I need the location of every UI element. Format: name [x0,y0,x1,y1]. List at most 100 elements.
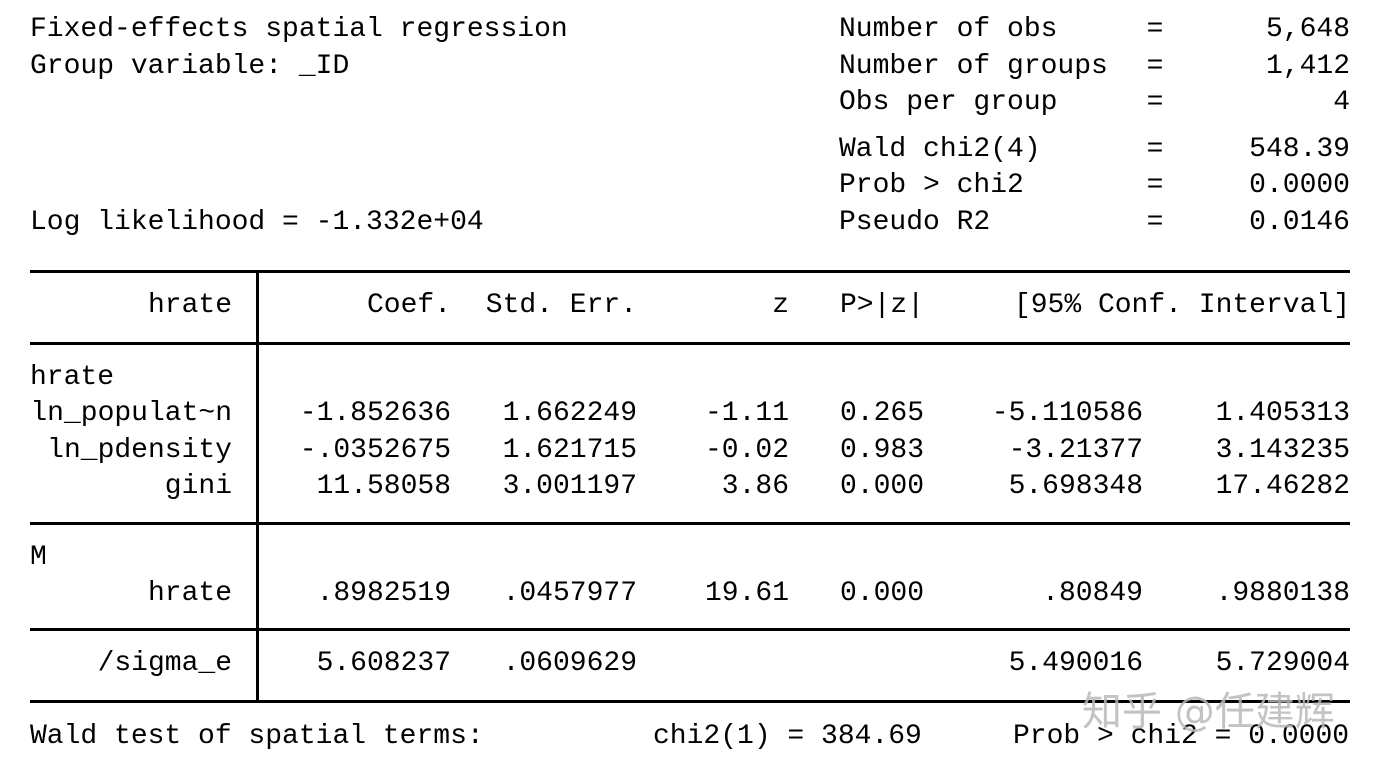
cell-ci-low [924,360,1143,397]
stat-value: 4 [1333,87,1350,118]
cell-stderr [451,540,637,577]
stat-label: Obs per group [839,87,1058,118]
stat-label: Prob > chi2 [839,170,1024,201]
stat-wald-chi2: Wald chi2(4) = 548.39 [839,132,1350,169]
cell-ci-high: 5.729004 [1215,647,1350,679]
stat-value: 0.0000 [1249,170,1350,201]
table-section-hrate: hrate ln_populat~n -1.852636 1.662249 -1… [30,345,1350,525]
row-variable: ln_populat~n [30,398,232,429]
cell-z: 19.61 [704,578,789,609]
cell-stderr: .0457977 [502,578,637,609]
cell-z [637,646,789,683]
cell-p [789,646,924,683]
column-header-z: z [772,290,789,321]
cell-ci-low: 5.698348 [1008,471,1143,502]
equals-sign: = [1146,50,1164,82]
table-section-sigma: /sigma_e 5.608237 .0609629 5.490016 5.72… [30,631,1350,703]
equals-sign: = [1146,14,1164,45]
table-row: hrate .8982519 .0457977 19.61 0.000 .808… [30,576,1350,613]
cell-ci-low: -5.110586 [991,398,1143,429]
table-section-m: M hrate .8982519 .0457977 19.61 0.000 .8… [30,525,1350,631]
column-header-p: P>|z| [839,290,924,321]
model-title: Fixed-effects spatial regression [30,14,568,45]
cell-ci-low: -3.21377 [1008,434,1143,466]
table-row: gini 11.58058 3.001197 3.86 0.000 5.6983… [30,469,1350,506]
header-row-6: Log likelihood = -1.332e+04 Pseudo R2 = … [30,205,1352,242]
equals-sign: = [1146,87,1164,118]
equals-sign: = [1146,133,1164,165]
row-variable: gini [164,471,232,502]
cell-p [789,540,924,577]
stat-obs-per-group: Obs per group = 4 [839,85,1350,122]
cell-stderr [451,360,637,397]
cell-z [637,540,789,577]
stat-label: Wald chi2(4) [839,133,1041,165]
cell-coef: 11.58058 [316,471,451,502]
table-header-section: hrate Coef. Std. Err. z P>|z| [95% Conf.… [30,273,1350,345]
row-variable: hrate [147,578,232,609]
header-row-1: Fixed-effects spatial regression Number … [30,12,1352,49]
column-header-ci: [95% Conf. Interval] [1013,290,1350,321]
equals-sign: = [1146,206,1164,238]
column-header-depvar: hrate [147,290,232,321]
coefficient-table: hrate Coef. Std. Err. z P>|z| [95% Conf.… [30,270,1350,703]
results-header: Fixed-effects spatial regression Number … [30,12,1352,241]
stat-label: Pseudo R2 [839,206,991,238]
cell-stderr: 3.001197 [502,471,637,502]
cell-ci-high [1143,360,1350,397]
table-header-row: hrate Coef. Std. Err. z P>|z| [95% Conf.… [30,288,1350,325]
row-variable: M [30,541,47,573]
stat-label: Number of groups [839,50,1108,82]
row-variable: hrate [30,361,115,393]
stat-value: 1,412 [1265,50,1350,82]
cell-ci-high: 1.405313 [1215,398,1350,429]
stat-value: 548.39 [1249,133,1350,165]
stat-number-of-obs: Number of obs = 5,648 [839,12,1350,49]
cell-z: -1.11 [704,398,789,429]
table-column-divider [256,270,259,703]
cell-coef: -.0352675 [299,434,451,466]
stat-number-of-groups: Number of groups = 1,412 [839,49,1350,86]
log-likelihood-label: Log likelihood = -1.332e+04 [30,206,484,238]
cell-z: 3.86 [721,471,789,502]
stat-value: 5,648 [1265,14,1350,45]
table-row: ln_populat~n -1.852636 1.662249 -1.11 0.… [30,396,1350,433]
cell-coef: .8982519 [316,578,451,609]
header-row-2: Group variable: _ID Number of groups = 1… [30,49,1352,86]
table-row: ln_pdensity -.0352675 1.621715 -0.02 0.9… [30,433,1350,470]
stat-pseudo-r2: Pseudo R2 = 0.0146 [839,205,1350,242]
cell-p [789,360,924,397]
cell-ci-low [924,540,1143,577]
header-row-4: Wald chi2(4) = 548.39 [30,132,1352,169]
table-row-section-label: M [30,540,1350,577]
column-header-stderr: Std. Err. [485,290,637,321]
cell-stderr: 1.621715 [502,434,637,466]
cell-p: 0.983 [839,434,924,466]
cell-coef: 5.608237 [316,647,451,679]
header-row-3: Obs per group = 4 [30,85,1352,122]
wald-test-label: Wald test of spatial terms: [30,721,484,752]
wald-test-prob: Prob > chi2 = 0.0000 [1013,721,1350,752]
row-variable: /sigma_e [97,647,232,679]
header-row-5: Prob > chi2 = 0.0000 [30,168,1352,205]
cell-p: 0.000 [839,471,924,502]
cell-z [637,360,789,397]
cell-stderr: 1.662249 [502,398,637,429]
cell-ci-high: 17.46282 [1215,471,1350,502]
row-variable: ln_pdensity [47,434,232,466]
column-header-coef: Coef. [366,290,451,321]
cell-ci-high: 3.143235 [1215,434,1350,466]
cell-p: 0.000 [839,578,924,609]
equals-sign: = [1146,170,1164,201]
table-row: /sigma_e 5.608237 .0609629 5.490016 5.72… [30,646,1350,683]
cell-coef [232,360,451,397]
stat-prob-chi2: Prob > chi2 = 0.0000 [839,168,1350,205]
cell-ci-high [1143,540,1350,577]
cell-p: 0.265 [839,398,924,429]
stat-value: 0.0146 [1249,206,1350,238]
cell-coef [232,540,451,577]
cell-z: -0.02 [704,434,789,466]
stat-label: Number of obs [839,14,1058,45]
cell-stderr: .0609629 [502,647,637,679]
